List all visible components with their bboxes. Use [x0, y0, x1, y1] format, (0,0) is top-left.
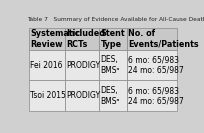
Bar: [29, 28, 65, 50]
Text: 6 mo: 65/983
24 mo: 65/987: 6 mo: 65/983 24 mo: 65/987: [129, 55, 184, 75]
Bar: [127, 28, 177, 50]
Text: DES,
BMSᵃ: DES, BMSᵃ: [100, 86, 120, 106]
Text: 6 mo: 65/983
24 mo: 65/987: 6 mo: 65/983 24 mo: 65/987: [129, 86, 184, 106]
Bar: [99, 28, 127, 50]
Text: DES,
BMSᵃ: DES, BMSᵃ: [100, 55, 120, 75]
Bar: [127, 50, 177, 80]
Text: Fei 2016: Fei 2016: [30, 61, 62, 70]
Text: Stent
Type: Stent Type: [100, 29, 125, 49]
Bar: [99, 80, 127, 111]
Text: PRODIGY: PRODIGY: [67, 91, 101, 100]
Text: Systematic
Review: Systematic Review: [30, 29, 80, 49]
Bar: [65, 28, 99, 50]
Bar: [127, 80, 177, 111]
Text: No. of
Events/Patients: No. of Events/Patients: [129, 29, 199, 49]
Bar: [29, 80, 65, 111]
Bar: [65, 50, 99, 80]
Bar: [29, 50, 65, 80]
Bar: [65, 80, 99, 111]
Text: Tsoi 2015: Tsoi 2015: [30, 91, 66, 100]
Text: Table 7   Summary of Evidence Available for All-Cause Death: 6 Months Versus >12: Table 7 Summary of Evidence Available fo…: [27, 18, 204, 22]
Bar: [99, 50, 127, 80]
Text: Included
RCTs: Included RCTs: [67, 29, 105, 49]
Text: PRODIGY: PRODIGY: [67, 61, 101, 70]
